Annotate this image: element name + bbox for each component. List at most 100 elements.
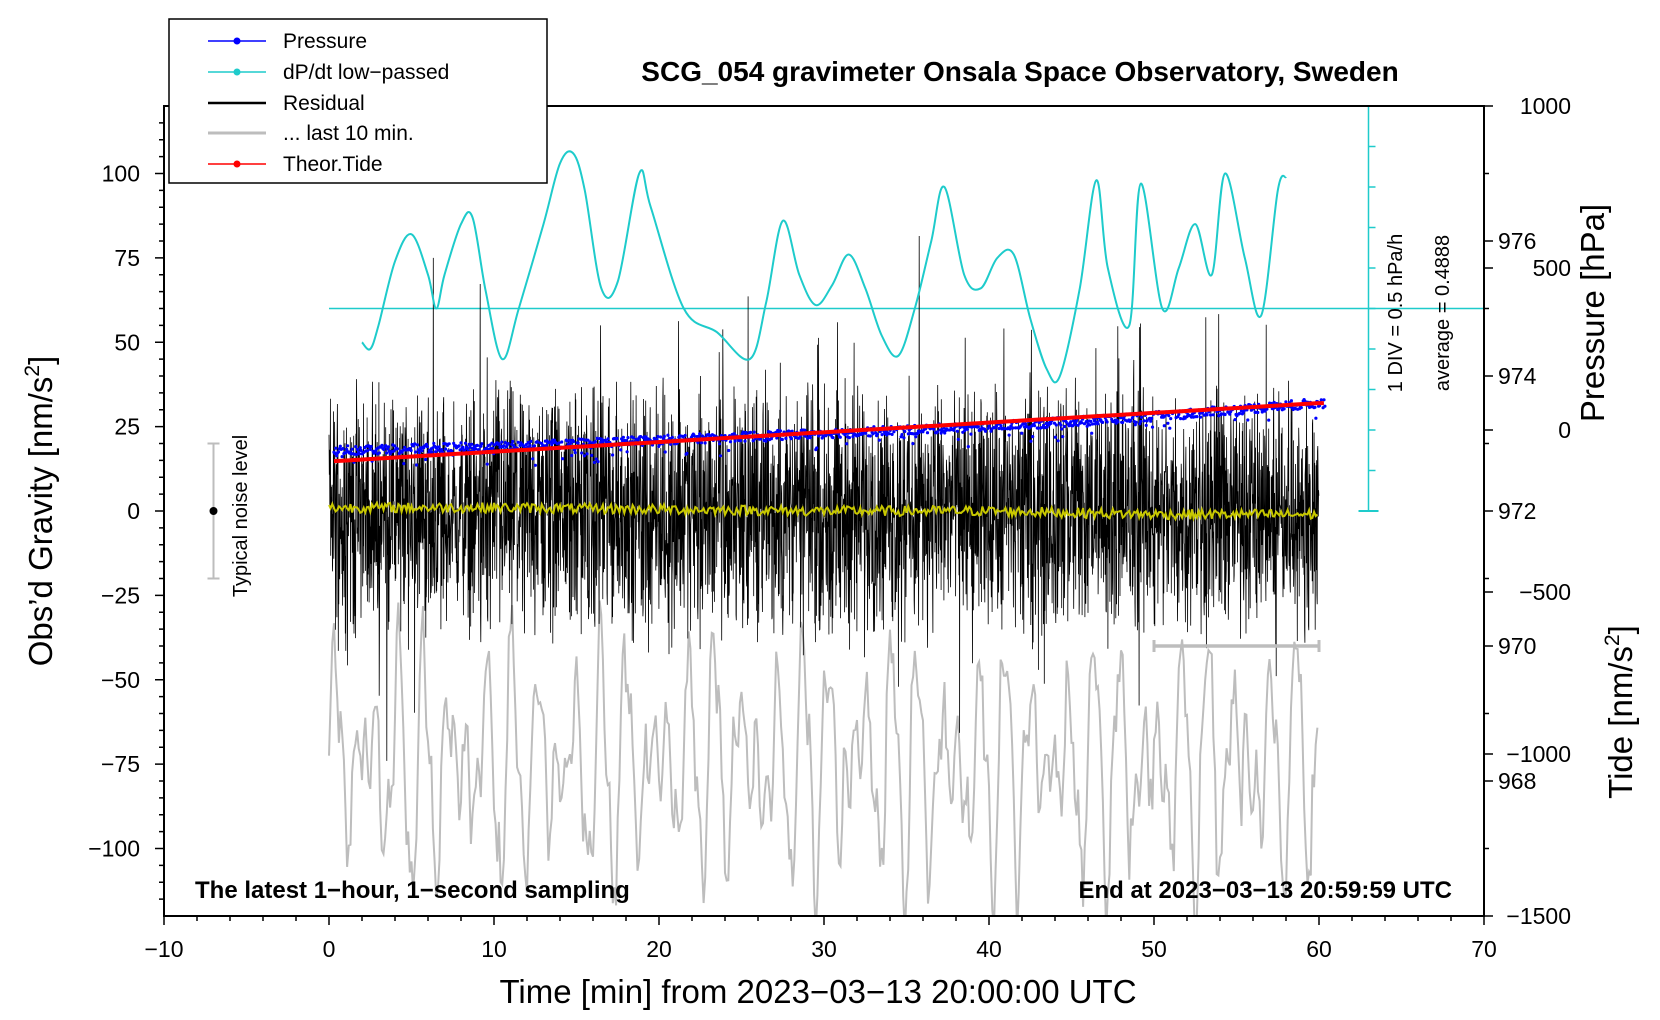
pressure-point (752, 430, 756, 434)
pressure-point (470, 442, 474, 446)
pressure-point (1060, 427, 1064, 431)
pressure-point (1314, 416, 1318, 420)
pressure-point (847, 436, 852, 440)
pressure-point (1167, 414, 1171, 418)
pressure-point (444, 447, 448, 451)
pressure-point (354, 445, 358, 449)
pressure-point (570, 453, 574, 458)
legend: Pressure dP/dt low−passed Residual ... l… (168, 18, 548, 184)
pressure-point (780, 437, 784, 442)
pressure-point (502, 444, 506, 448)
y-axis-title-tide: Tide [nm/s2] (1601, 625, 1639, 799)
pressure-point (621, 435, 626, 439)
pressure-point (1242, 409, 1246, 413)
pressure-tick-label: 976 (1498, 228, 1536, 254)
pressure-point (1072, 419, 1076, 423)
pressure-point (956, 437, 960, 441)
pressure-point (1169, 417, 1173, 421)
annotation-noise-level: Typical noise level (230, 435, 252, 597)
pressure-point (911, 442, 915, 446)
pressure-point (524, 443, 528, 447)
pressure-point (593, 440, 597, 444)
pressure-point (662, 434, 666, 438)
pressure-point (1090, 431, 1094, 435)
pressure-point (355, 453, 359, 457)
pressure-point (952, 428, 956, 432)
pressure-point (497, 442, 501, 446)
pressure-point (588, 440, 592, 444)
pressure-point (1233, 418, 1237, 422)
y-tick-label: 50 (114, 329, 140, 355)
pressure-point (1042, 423, 1046, 427)
pressure-point (1036, 426, 1040, 430)
pressure-point (1150, 416, 1154, 420)
pressure-point (582, 454, 587, 458)
pressure-point (718, 454, 723, 458)
pressure-point (1228, 412, 1232, 416)
pressure-point (526, 441, 530, 445)
pressure-point (994, 424, 999, 428)
pressure-tick-label: 974 (1498, 363, 1537, 389)
pressure-point (683, 433, 687, 438)
pressure-point (1211, 413, 1215, 417)
pressure-point (357, 452, 361, 456)
pressure-point (619, 448, 623, 452)
pressure-point (900, 433, 904, 437)
x-tick-label: 10 (481, 936, 507, 962)
pressure-point (417, 450, 421, 455)
pressure-point (1023, 422, 1028, 426)
pressure-point (656, 434, 660, 439)
pressure-point (845, 442, 849, 446)
pressure-point (964, 425, 969, 429)
pressure-point (1223, 412, 1227, 417)
pressure-point (606, 437, 610, 441)
pressure-point (643, 438, 647, 442)
pressure-point (430, 450, 434, 454)
legend-label: Theor.Tide (283, 153, 383, 176)
pressure-point (1149, 419, 1153, 423)
pressure-point (571, 439, 576, 444)
pressure-point (743, 439, 747, 443)
pressure-point (784, 436, 788, 440)
pressure-point (415, 443, 419, 447)
pressure-point (1031, 435, 1035, 439)
pressure-point (345, 447, 349, 452)
pressure-point (1096, 422, 1100, 426)
y-tick-label: −50 (101, 667, 140, 693)
pressure-point (808, 436, 813, 440)
pressure-point (1061, 435, 1065, 439)
pressure-point (1116, 420, 1120, 424)
pressure-point (393, 444, 397, 448)
pressure-point (903, 429, 907, 434)
pressure-point (595, 436, 599, 440)
pressure-point (1129, 418, 1133, 422)
pressure-point (424, 457, 428, 462)
tide-tick-label: −1000 (1506, 741, 1571, 767)
legend-label: Pressure (283, 30, 367, 53)
pressure-point (380, 443, 384, 447)
y-axis-title-left: Obs’d Gravity [nm/s2] (21, 356, 59, 667)
pressure-point (436, 448, 440, 452)
pressure-point (1121, 420, 1125, 425)
pressure-point (815, 446, 819, 450)
pressure-point (467, 442, 471, 446)
pressure-point (631, 436, 636, 440)
pressure-point (790, 429, 794, 433)
theor-tide-line (333, 401, 1324, 464)
pressure-point (1069, 420, 1073, 424)
pressure-point (452, 441, 456, 445)
pressure-point (1168, 426, 1172, 430)
pressure-point (561, 457, 565, 461)
pressure-point (624, 439, 628, 443)
pressure-point (440, 448, 444, 452)
pressure-point (503, 441, 508, 445)
pressure-point (403, 445, 407, 449)
pressure-point (1007, 433, 1011, 437)
pressure-point (465, 447, 469, 451)
pressure-point (485, 462, 489, 466)
pressure-point (1267, 418, 1271, 422)
pressure-point (377, 451, 381, 455)
pressure-point (838, 435, 842, 439)
pressure-point (738, 439, 743, 443)
pressure-point (692, 434, 696, 438)
